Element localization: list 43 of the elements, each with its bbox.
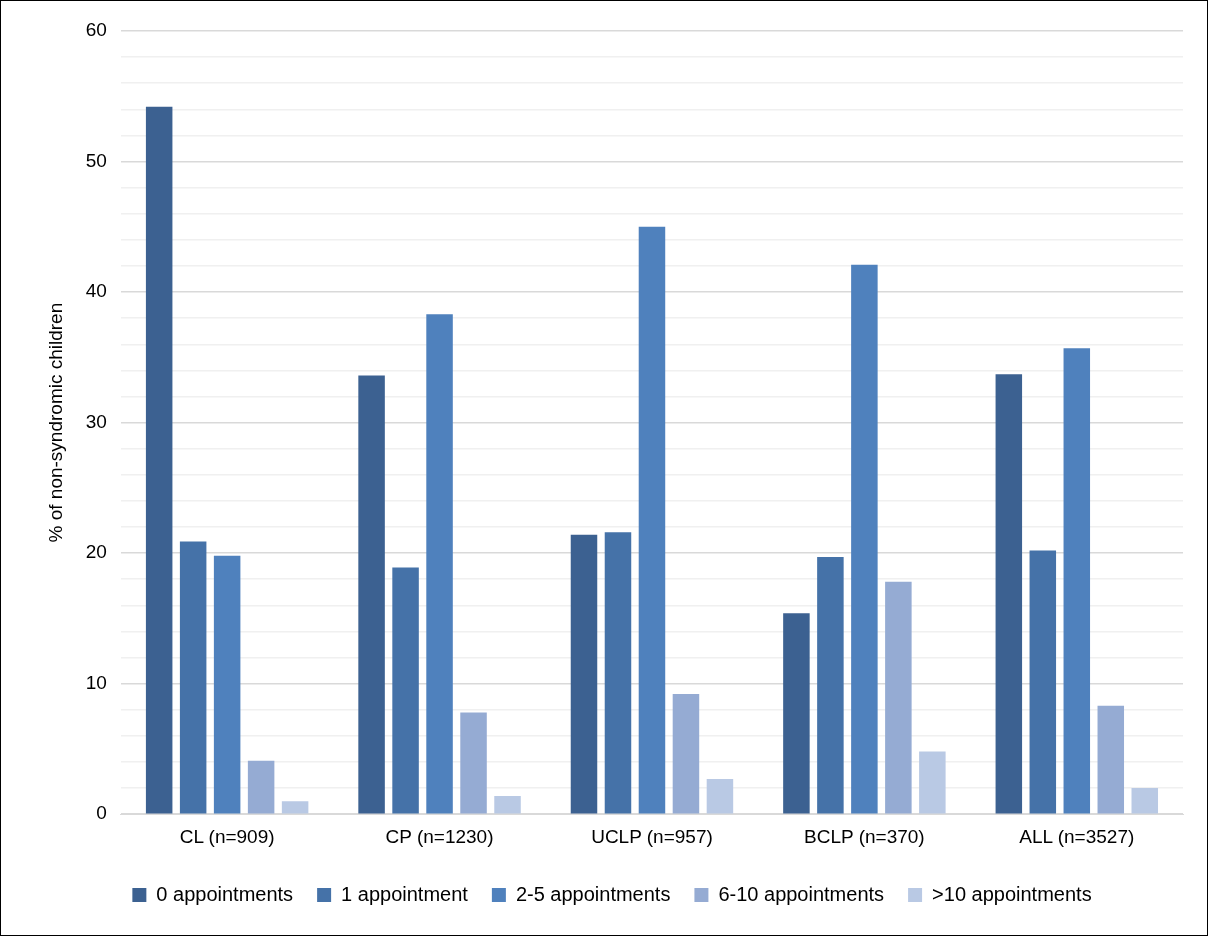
bar: [494, 795, 521, 814]
x-tick-label: BCLP (n=370): [804, 825, 925, 847]
bar: [919, 751, 946, 814]
bar: [358, 375, 385, 814]
bar: [851, 264, 878, 814]
y-tick-label: 60: [85, 19, 107, 41]
legend-label: >10 appointments: [932, 882, 1092, 905]
bar: [392, 567, 419, 814]
bar: [213, 555, 241, 814]
bar: [570, 534, 598, 814]
bar: [885, 581, 912, 814]
bar: [995, 374, 1023, 814]
bar: [1029, 550, 1057, 814]
y-axis-title: % of non-syndromic children: [44, 302, 66, 543]
bar: [426, 314, 453, 814]
x-tick-label: UCLP (n=957): [591, 825, 713, 847]
x-tick-label: ALL (n=3527): [1019, 825, 1135, 847]
x-tick-label: CL (n=909): [179, 825, 275, 847]
legend-label: 1 appointment: [341, 882, 469, 905]
y-tick-label: 20: [85, 541, 107, 563]
bar: [706, 778, 734, 814]
y-tick-label: 0: [96, 802, 107, 824]
bar: [1131, 788, 1159, 814]
bar: [817, 557, 844, 814]
bar: [247, 760, 275, 814]
bar: [145, 106, 173, 814]
bar: [672, 694, 700, 814]
bar: [281, 801, 309, 814]
y-tick-label: 30: [85, 410, 107, 432]
y-tick-label: 50: [85, 149, 107, 171]
y-tick-label: 40: [85, 280, 107, 302]
bar: [638, 226, 666, 814]
legend-label: 2-5 appointments: [515, 882, 671, 905]
bar: [460, 712, 487, 814]
y-tick-label: 10: [85, 671, 107, 693]
bar: [604, 532, 632, 814]
bar: [1063, 348, 1091, 814]
bar: [1097, 705, 1125, 814]
bar: [783, 613, 810, 814]
legend-label: 0 appointments: [156, 882, 294, 905]
legend-label: 6-10 appointments: [718, 882, 885, 905]
bar: [179, 541, 207, 814]
x-tick-label: CP (n=1230): [385, 825, 494, 847]
